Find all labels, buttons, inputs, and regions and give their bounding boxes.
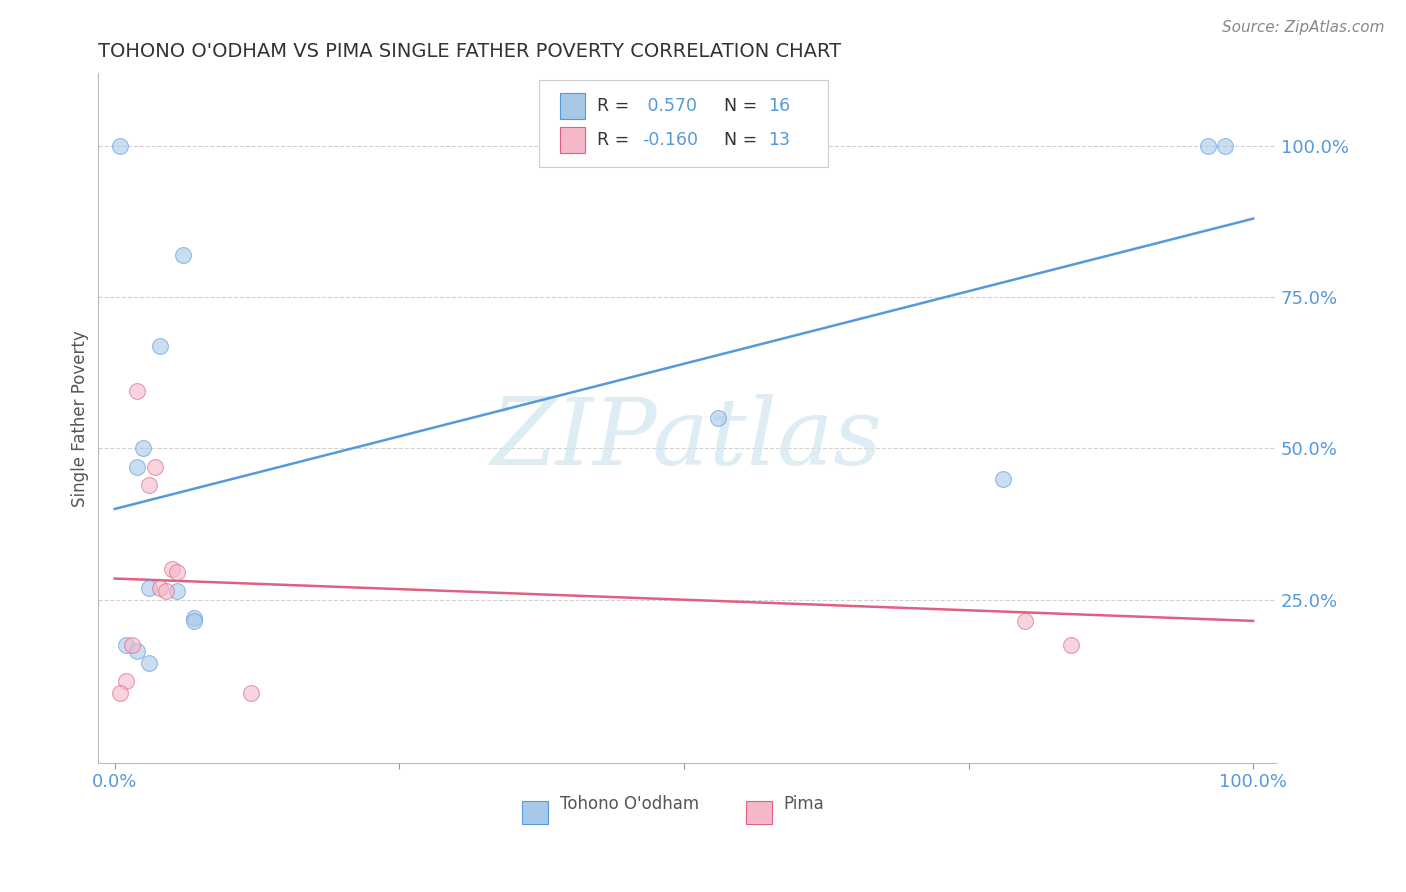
FancyBboxPatch shape bbox=[522, 801, 548, 823]
Point bbox=[160, 562, 183, 576]
Point bbox=[183, 611, 205, 625]
Text: Source: ZipAtlas.com: Source: ZipAtlas.com bbox=[1222, 20, 1385, 35]
Text: TOHONO O'ODHAM VS PIMA SINGLE FATHER POVERTY CORRELATION CHART: TOHONO O'ODHAM VS PIMA SINGLE FATHER POV… bbox=[97, 42, 841, 61]
Point bbox=[110, 686, 132, 700]
Point bbox=[240, 686, 263, 700]
Y-axis label: Single Father Poverty: Single Father Poverty bbox=[72, 330, 89, 507]
Point bbox=[138, 477, 160, 491]
Point bbox=[707, 411, 730, 425]
Point bbox=[991, 472, 1014, 486]
Point bbox=[166, 566, 188, 580]
Point bbox=[155, 583, 177, 598]
Point bbox=[138, 581, 160, 595]
Text: 13: 13 bbox=[768, 131, 790, 149]
Point bbox=[1060, 638, 1083, 652]
Point bbox=[149, 581, 172, 595]
Point bbox=[121, 638, 143, 652]
Point bbox=[132, 442, 155, 456]
Text: ZIPatlas: ZIPatlas bbox=[491, 394, 883, 484]
Point bbox=[115, 674, 138, 689]
FancyBboxPatch shape bbox=[560, 93, 585, 119]
Point bbox=[127, 384, 149, 398]
Point bbox=[1197, 139, 1219, 153]
Text: -0.160: -0.160 bbox=[643, 131, 697, 149]
Point bbox=[115, 638, 138, 652]
Point bbox=[143, 459, 166, 474]
FancyBboxPatch shape bbox=[560, 128, 585, 153]
Point bbox=[1213, 139, 1236, 153]
Point bbox=[183, 614, 205, 628]
Text: 16: 16 bbox=[768, 97, 790, 115]
Point bbox=[172, 248, 194, 262]
Text: Tohono O'odham: Tohono O'odham bbox=[560, 796, 699, 814]
Point bbox=[1014, 614, 1036, 628]
Text: R =: R = bbox=[598, 131, 636, 149]
Point bbox=[149, 338, 172, 352]
Text: N =: N = bbox=[724, 97, 763, 115]
Point bbox=[166, 583, 188, 598]
Point bbox=[127, 459, 149, 474]
Text: R =: R = bbox=[598, 97, 636, 115]
Text: Pima: Pima bbox=[783, 796, 824, 814]
Text: 0.570: 0.570 bbox=[643, 97, 697, 115]
Point bbox=[138, 657, 160, 671]
Point bbox=[110, 139, 132, 153]
FancyBboxPatch shape bbox=[745, 801, 772, 823]
Point bbox=[127, 644, 149, 658]
FancyBboxPatch shape bbox=[540, 80, 828, 167]
Text: N =: N = bbox=[724, 131, 763, 149]
